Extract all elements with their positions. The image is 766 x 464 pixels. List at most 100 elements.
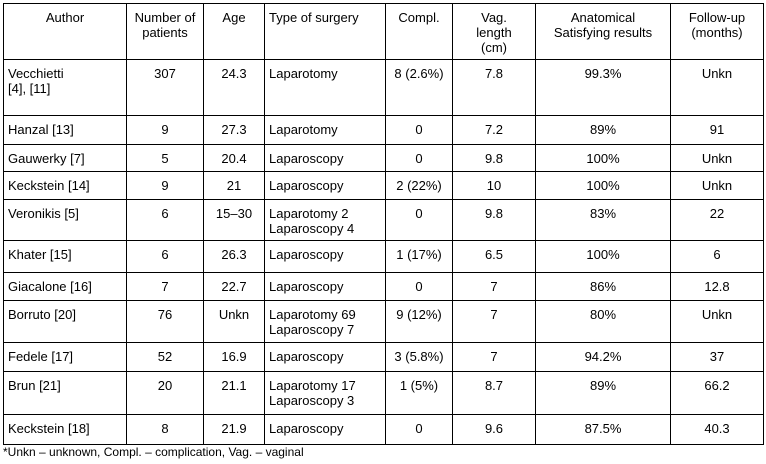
table-row: Vecchietti [4], [11] 307 24.3 Laparotomy 8 (2… <box>3 59 764 116</box>
cell-line: 0 <box>415 151 423 166</box>
cell-line: Satisfying results <box>553 25 653 40</box>
table-cell: 0 <box>385 115 453 145</box>
cell-line: 1 (17%) <box>396 247 442 262</box>
table-cell: 40.3 <box>670 414 764 445</box>
cell-line: 26.3 <box>221 247 247 262</box>
cell-line: 7 <box>161 279 169 294</box>
table-cell: Unkn <box>203 300 265 343</box>
cell-line: Unkn <box>218 307 250 322</box>
cell-line: Keckstein [18] <box>8 421 90 436</box>
table-cell: Brun [21] <box>3 371 127 415</box>
cell-line: 12.8 <box>704 279 730 294</box>
table-cell: 22.7 <box>203 272 265 301</box>
cell-line: Gauwerky [7] <box>8 151 85 166</box>
table-cell: Unkn <box>670 171 764 200</box>
cell-line: 100% <box>586 151 620 166</box>
cell-line: 22 <box>709 206 725 221</box>
cell-line: Laparoscopy 4 <box>269 221 355 236</box>
table-cell: 21.9 <box>203 414 265 445</box>
cell-line: 307 <box>154 66 176 81</box>
table-cell: 7.8 <box>452 59 536 116</box>
cell-line: patients <box>142 25 188 40</box>
table-row: Fedele [17] 52 16.9 Laparoscopy 3 (5.8%) 7 94.… <box>3 342 764 372</box>
cell-line: 100% <box>586 178 620 193</box>
table-cell: 66.2 <box>670 371 764 415</box>
table-cell: 37 <box>670 342 764 372</box>
table-cell: 100% <box>535 144 671 172</box>
cell-line: 9 <box>161 122 169 137</box>
cell-line: 37 <box>709 349 725 364</box>
cell-line: Laparoscopy <box>269 421 344 436</box>
cell-line: Laparoscopy <box>269 247 344 262</box>
table-cell: 83% <box>535 199 671 241</box>
table-cell: 52 <box>126 342 204 372</box>
cell-line: 5 <box>161 151 169 166</box>
cell-line: Number of <box>134 10 196 25</box>
table-cell: 15–30 <box>203 199 265 241</box>
footnote: *Unkn – unknown, Compl. – complication, … <box>3 445 304 459</box>
cell-line: 3 (5.8%) <box>394 349 444 364</box>
cell-line: Unkn <box>701 151 733 166</box>
header-cell: Age <box>203 3 265 60</box>
table-cell: 16.9 <box>203 342 265 372</box>
table-cell: 7.2 <box>452 115 536 145</box>
header-cell: Anatomical Satisfying results <box>535 3 671 60</box>
header-cell: Vag. length (cm) <box>452 3 536 60</box>
table-cell: Laparoscopy <box>264 342 386 372</box>
cell-line: Laparoscopy 7 <box>269 322 355 337</box>
table-cell: Fedele [17] <box>3 342 127 372</box>
cell-line: 9 <box>161 178 169 193</box>
table-cell: 91 <box>670 115 764 145</box>
cell-line: 16.9 <box>221 349 247 364</box>
cell-line: 66.2 <box>704 378 730 393</box>
cell-line: 7 <box>490 279 498 294</box>
cell-line: (months) <box>691 25 743 40</box>
cell-line: Hanzal [13] <box>8 122 74 137</box>
cell-line: 9 (12%) <box>396 307 442 322</box>
table-cell: 87.5% <box>535 414 671 445</box>
cell-line: 83% <box>589 206 617 221</box>
cell-line: 15–30 <box>215 206 253 221</box>
table-cell: 7 <box>126 272 204 301</box>
cell-line: Borruto [20] <box>8 307 76 322</box>
table-cell: 9.6 <box>452 414 536 445</box>
cell-line: 89% <box>589 122 617 137</box>
cell-line: Keckstein [14] <box>8 178 90 193</box>
table-cell: 27.3 <box>203 115 265 145</box>
table-cell: Laparotomy 2 Laparoscopy 4 <box>264 199 386 241</box>
table-cell: Laparoscopy <box>264 171 386 200</box>
table-cell: Laparotomy 17 Laparoscopy 3 <box>264 371 386 415</box>
table-cell: Laparoscopy <box>264 414 386 445</box>
table-cell: Laparoscopy <box>264 272 386 301</box>
cell-line: Laparoscopy <box>269 349 344 364</box>
table-cell: 24.3 <box>203 59 265 116</box>
table-cell: 89% <box>535 371 671 415</box>
table-cell: Unkn <box>670 300 764 343</box>
cell-line: Laparoscopy <box>269 279 344 294</box>
cell-line: Compl. <box>398 10 440 25</box>
cell-line: Anatomical <box>570 10 636 25</box>
cell-line: 100% <box>586 247 620 262</box>
cell-line: 0 <box>415 206 423 221</box>
header-cell: Compl. <box>385 3 453 60</box>
table-cell: 26.3 <box>203 240 265 273</box>
cell-line: 24.3 <box>221 66 247 81</box>
table-cell: 86% <box>535 272 671 301</box>
table-cell: Hanzal [13] <box>3 115 127 145</box>
cell-line: Type of surgery <box>269 10 359 25</box>
table-cell: Unkn <box>670 144 764 172</box>
table-cell: Borruto [20] <box>3 300 127 343</box>
table-cell: Veronikis [5] <box>3 199 127 241</box>
table-row: Borruto [20] 76 Unkn Laparotomy 69 Laparosco… <box>3 300 764 343</box>
cell-line: Laparoscopy <box>269 178 344 193</box>
cell-line: 6 <box>161 247 169 262</box>
cell-line: Fedele [17] <box>8 349 74 364</box>
cell-line: Laparotomy 69 <box>269 307 356 322</box>
table-cell: Keckstein [18] <box>3 414 127 445</box>
cell-line: 0 <box>415 279 423 294</box>
cell-line: 21 <box>226 178 242 193</box>
table-cell: 20 <box>126 371 204 415</box>
cell-line: 40.3 <box>704 421 730 436</box>
table-row: Khater [15] 6 26.3 Laparoscopy 1 (17%) 6.5 100… <box>3 240 764 273</box>
